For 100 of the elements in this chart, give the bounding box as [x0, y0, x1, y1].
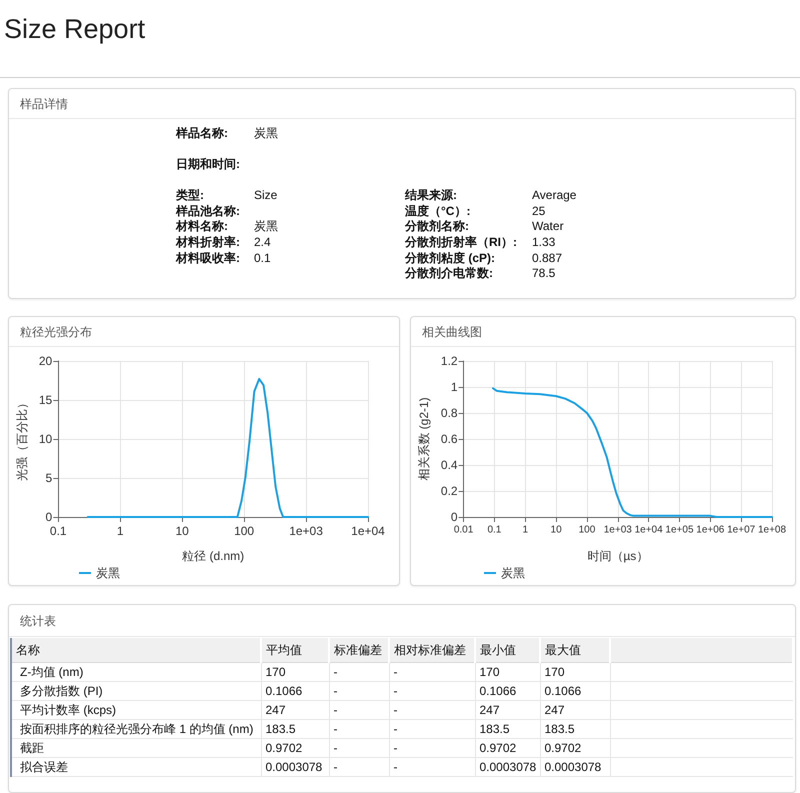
text: 25	[532, 203, 546, 219]
category-label: 标准偏差	[329, 638, 389, 662]
text: 0.9702	[540, 738, 610, 758]
text: 统计表	[9, 605, 795, 637]
text: 炭黑	[254, 125, 278, 141]
text: -	[389, 758, 475, 776]
legend-label: 炭黑	[501, 566, 525, 580]
text: 炭黑	[254, 218, 278, 234]
text: Size	[254, 187, 278, 203]
text: 样品池名称:	[176, 203, 240, 219]
category-label: 相对标准偏差	[389, 638, 475, 662]
text: -	[389, 662, 475, 682]
text: 170	[540, 662, 610, 682]
text: Size Report	[4, 13, 146, 46]
category-label: 名称	[11, 638, 261, 662]
x-tick-label: 0.01	[454, 524, 474, 536]
text: 材料折射率:	[176, 234, 240, 250]
text: 1.33	[532, 234, 556, 250]
text: 0.1	[254, 250, 271, 266]
text: -	[389, 700, 475, 720]
text: 183.5	[475, 720, 540, 738]
text: 日期和时间:	[176, 156, 240, 172]
x-tick-label: 10	[175, 524, 190, 538]
text: 拟合误差	[11, 758, 261, 776]
text: -	[329, 700, 389, 720]
text: 170	[475, 662, 540, 682]
text: 平均计数率 (kcps)	[11, 700, 261, 720]
x-tick-label: 1e+03	[604, 524, 632, 536]
y-tick-label: 5	[46, 471, 53, 485]
x-tick-label: 1e+04	[351, 524, 386, 538]
text: -	[389, 738, 475, 758]
text: 材料名称:	[176, 218, 228, 234]
text: 分散剂粘度 (cP):	[405, 250, 495, 266]
text: -	[329, 682, 389, 700]
y-tick-label: 0.4	[440, 458, 458, 472]
x-tick-label: 1e+03	[289, 524, 324, 538]
text: -	[389, 682, 475, 700]
text: 分散剂介电常数:	[405, 265, 493, 281]
text: Water	[532, 218, 564, 234]
y-tick-label: 0	[450, 510, 458, 524]
text: 2.4	[254, 234, 271, 250]
text: 78.5	[532, 265, 556, 281]
text: 类型:	[176, 187, 204, 203]
text: 截距	[11, 738, 261, 758]
category-label: 最小值	[475, 638, 540, 662]
text: 多分散指数 (PI)	[11, 682, 261, 700]
x-tick-label: 1e+05	[665, 524, 694, 536]
x-tick-label: 1e+08	[758, 524, 786, 536]
x-tick-label: 10	[550, 524, 562, 536]
text: 247	[475, 700, 540, 720]
text: -	[389, 720, 475, 738]
text: 分散剂名称:	[405, 218, 469, 234]
y-tick-label: 0.8	[440, 406, 458, 420]
y-tick-label: 1.2	[440, 354, 458, 368]
text: 0.0003078	[540, 758, 610, 776]
text: -	[329, 662, 389, 682]
text: 温度（°C）:	[405, 203, 470, 219]
text: 0.1066	[261, 682, 329, 700]
x-tick-label: 1e+04	[634, 524, 664, 536]
text: 按面积排序的粒径光强分布峰 1 的均值 (nm)	[11, 720, 261, 738]
x-tick-label: 100	[578, 524, 596, 536]
text: 183.5	[540, 720, 610, 738]
x-axis-title: 时间（µs）	[587, 549, 648, 563]
text: 170	[261, 662, 329, 682]
x-tick-label: 1	[116, 524, 124, 538]
y-tick-label: 0.6	[440, 432, 458, 446]
text: -	[329, 720, 389, 738]
y-axis-title: 光强（百分比）	[15, 397, 29, 481]
text: 183.5	[261, 720, 329, 738]
text: 0.0003078	[475, 758, 540, 776]
category-label: 最大值	[540, 638, 610, 662]
y-tick-label: 0.2	[440, 484, 458, 498]
category-label: 平均值	[261, 638, 329, 662]
x-tick-label: 0.1	[50, 524, 67, 538]
x-axis-title: 粒径 (d.nm)	[182, 549, 244, 563]
text: Z-均值 (nm)	[11, 662, 261, 682]
text: 样品名称:	[176, 125, 228, 141]
text: 247	[261, 700, 329, 720]
x-tick-label: 1e+07	[727, 524, 756, 536]
y-tick-label: 10	[38, 432, 53, 446]
text: 0.0003078	[261, 758, 329, 776]
x-tick-label: 0.1	[487, 524, 502, 536]
text: 结果来源:	[405, 187, 457, 203]
x-tick-label: 1e+06	[696, 524, 725, 536]
y-tick-label: 15	[38, 393, 53, 407]
x-tick-label: 100	[234, 524, 254, 538]
text: -	[329, 758, 389, 776]
y-tick-label: 1	[450, 380, 458, 394]
text: 0.1066	[540, 682, 610, 700]
text: 材料吸收率:	[176, 250, 240, 266]
legend-label: 炭黑	[96, 566, 120, 580]
chart-title: 相关曲线图	[411, 317, 795, 347]
text: Average	[532, 187, 576, 203]
text: 0.887	[532, 250, 562, 266]
y-tick-label: 0	[46, 510, 53, 524]
y-tick-label: 20	[38, 354, 53, 368]
x-tick-label: 1	[522, 524, 528, 536]
text: 0.1066	[475, 682, 540, 700]
text: 样品详情	[9, 89, 795, 119]
text: 0.9702	[261, 738, 329, 758]
